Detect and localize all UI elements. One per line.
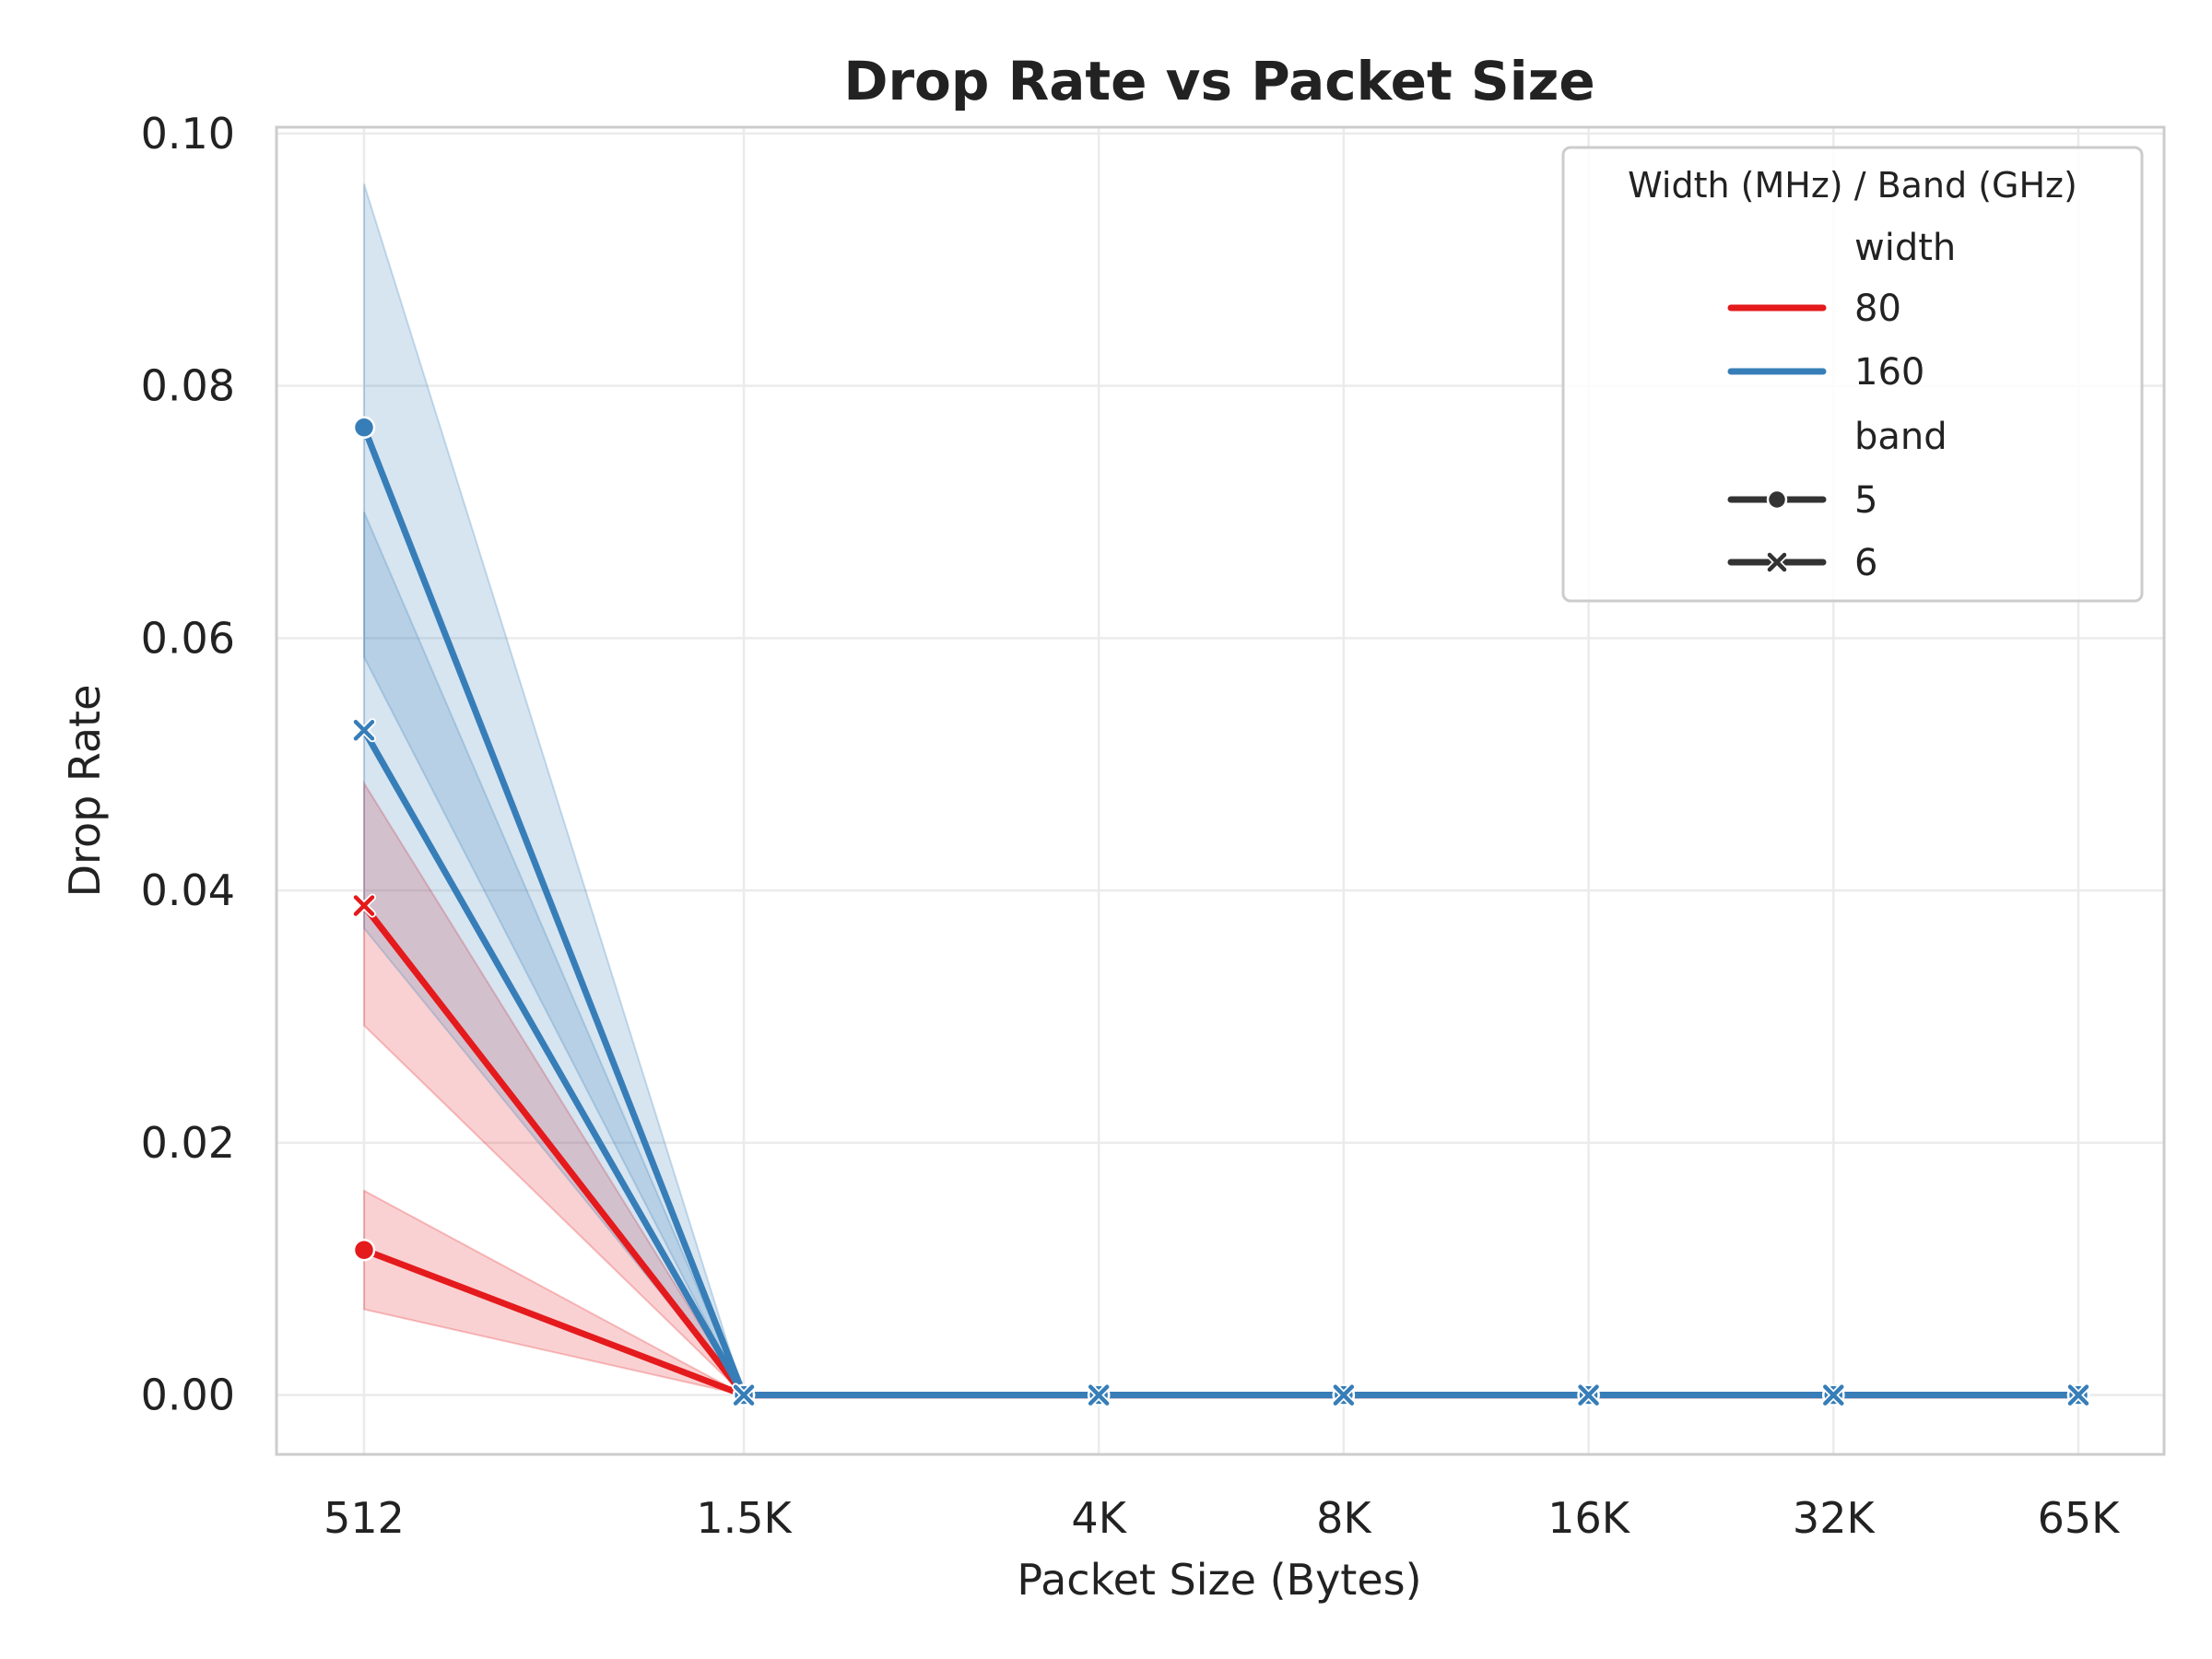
y-tick-label: 0.00	[141, 1371, 235, 1420]
grid-lines	[276, 127, 2164, 1454]
chart-title: Drop Rate vs Packet Size	[843, 50, 1594, 112]
point-160-6-16K	[1576, 1382, 1601, 1407]
y-tick-label: 0.02	[141, 1118, 235, 1168]
point-160-6-1.5K	[732, 1382, 757, 1407]
legend-width-header: width	[1854, 227, 1956, 269]
legend-label-width-80: 80	[1854, 288, 1901, 330]
y-tick-labels: 0.00 0.02 0.04 0.06 0.08 0.10	[141, 109, 235, 1420]
x-tick-label: 4K	[1071, 1493, 1127, 1543]
x-tick-label: 1.5K	[696, 1493, 793, 1543]
legend: Width (MHz) / Band (GHz) width band 80 16…	[1561, 146, 2144, 603]
point-160-6-65K	[2066, 1382, 2090, 1407]
y-tick-label: 0.04	[141, 865, 235, 915]
x-tick-label: 16K	[1547, 1493, 1631, 1543]
legend-label-band-5: 5	[1854, 479, 1877, 522]
point-160-5-512	[352, 416, 376, 440]
y-tick-label: 0.08	[141, 361, 235, 411]
point-160-6-8K	[1331, 1382, 1356, 1407]
point-160-6-32K	[1821, 1382, 1846, 1407]
x-tick-label: 65K	[2038, 1493, 2122, 1543]
legend-title: Width (MHz) / Band (GHz)	[1628, 165, 2077, 206]
legend-label-width-160: 160	[1854, 351, 1924, 394]
x-tick-label: 512	[324, 1493, 405, 1543]
legend-box	[1561, 146, 2144, 603]
x-tick-label: 8K	[1316, 1493, 1372, 1543]
point-80-6-512	[352, 893, 376, 918]
legend-label-band-6: 6	[1854, 542, 1877, 584]
legend-marker-band-6	[1766, 551, 1788, 573]
y-tick-label: 0.06	[141, 613, 235, 663]
point-160-6-512	[352, 718, 376, 743]
y-tick-label: 0.10	[141, 109, 235, 159]
legend-items: 80 160 5 6	[1727, 288, 1924, 584]
x-tick-labels: 512 1.5K 4K 8K 16K 32K 65K	[324, 1493, 2121, 1543]
point-80-5-512	[352, 1239, 376, 1262]
legend-band-header: band	[1854, 416, 1947, 458]
series-markers	[352, 416, 2090, 1407]
legend-marker-band-5	[1766, 488, 1788, 511]
x-axis-label: Packet Size (Bytes)	[1017, 1555, 1421, 1605]
plot-frame	[275, 125, 2166, 1456]
x-tick-label: 32K	[1793, 1493, 1877, 1543]
point-160-6-4K	[1087, 1382, 1112, 1407]
y-axis-label: Drop Rate	[60, 685, 110, 898]
